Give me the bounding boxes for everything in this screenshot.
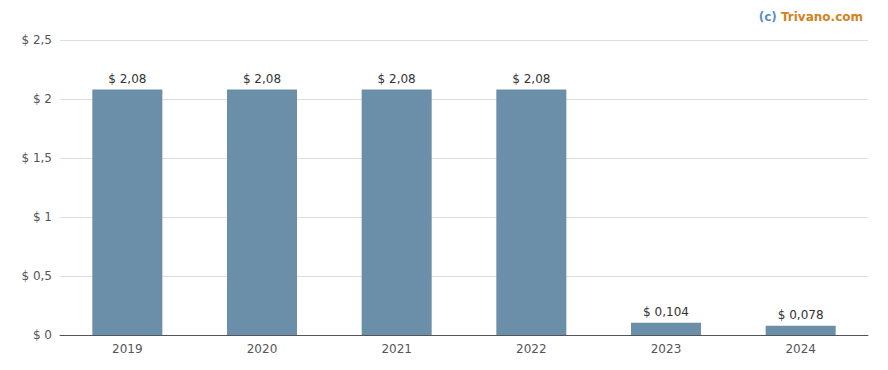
svg-text:$ 0,5: $ 0,5: [21, 269, 52, 283]
svg-text:2023: 2023: [651, 342, 682, 356]
svg-text:2021: 2021: [381, 342, 412, 356]
svg-text:(c): (c): [759, 10, 781, 24]
svg-text:$ 1: $ 1: [33, 210, 52, 224]
svg-text:Trivano.com: Trivano.com: [781, 10, 863, 24]
svg-text:$ 2,08: $ 2,08: [108, 72, 146, 86]
svg-text:$ 2,08: $ 2,08: [378, 72, 416, 86]
svg-text:$ 2: $ 2: [33, 92, 52, 106]
svg-text:2024: 2024: [785, 342, 816, 356]
svg-text:$ 1,5: $ 1,5: [21, 151, 52, 165]
svg-text:2020: 2020: [247, 342, 278, 356]
svg-text:$ 2,5: $ 2,5: [21, 33, 52, 47]
svg-text:2019: 2019: [112, 342, 143, 356]
svg-text:2022: 2022: [516, 342, 547, 356]
svg-text:$ 2,08: $ 2,08: [512, 72, 550, 86]
svg-text:$ 2,08: $ 2,08: [243, 72, 281, 86]
svg-text:$ 0: $ 0: [33, 328, 52, 342]
svg-text:$ 0,078: $ 0,078: [778, 308, 824, 322]
svg-text:$ 0,104: $ 0,104: [643, 305, 689, 319]
